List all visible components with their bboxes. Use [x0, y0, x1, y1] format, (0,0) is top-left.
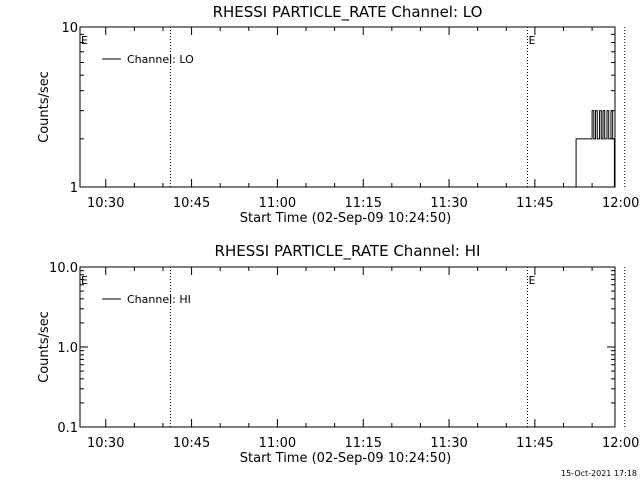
y-tick-label: 0.1: [57, 421, 78, 436]
hi-channel-panel: RHESSI PARTICLE_RATE Channel: HI 10:30 10:…: [37, 242, 639, 466]
x-tick-label: 10:45: [173, 196, 210, 211]
x-tick-label: 12:00: [602, 436, 639, 451]
legend-label: Channel: LO: [127, 53, 194, 66]
plot-frame: [79, 26, 616, 188]
event-flag: E: [528, 34, 535, 47]
y-axis-label: Counts/sec: [37, 311, 52, 383]
x-tick-label: 11:30: [430, 196, 467, 211]
y-tick-label: 10: [61, 21, 78, 36]
edge-flag: E: [81, 34, 88, 47]
x-tick-label: 11:45: [516, 196, 553, 211]
x-tick-label: 12:00: [602, 196, 639, 211]
x-tick-label: 11:45: [516, 436, 553, 451]
x-tick-label: 11:00: [259, 436, 296, 451]
event-flag: E: [528, 274, 535, 287]
y-tick-label: 10.0: [49, 261, 78, 276]
x-tick-label: 11:15: [345, 436, 382, 451]
x-axis-label: Start Time (02-Sep-09 10:24:50): [240, 451, 451, 466]
x-tick-label: 11:15: [345, 196, 382, 211]
y-tick-label: 1.0: [57, 341, 78, 356]
edge-flag: E: [81, 274, 88, 287]
chart-title: RHESSI PARTICLE_RATE Channel: LO: [213, 3, 483, 22]
y-tick-label: 1: [70, 181, 78, 196]
plot-frame: [79, 266, 616, 428]
x-tick-label: 10:30: [87, 436, 124, 451]
series-line: [574, 110, 615, 188]
x-tick-label: 11:00: [259, 196, 296, 211]
footer-timestamp: 15-Oct-2021 17:18: [561, 469, 637, 478]
y-axis-label: Counts/sec: [37, 71, 52, 143]
x-tick-label: 11:30: [430, 436, 467, 451]
chart-title: RHESSI PARTICLE_RATE Channel: HI: [215, 242, 481, 261]
x-tick-label: 10:30: [87, 196, 124, 211]
lo-channel-panel: RHESSI PARTICLE_RATE Channel: LO 10:30 10:…: [37, 3, 639, 226]
x-tick-label: 10:45: [173, 436, 210, 451]
x-axis-label: Start Time (02-Sep-09 10:24:50): [240, 211, 451, 226]
legend-label: Channel: HI: [127, 293, 191, 306]
